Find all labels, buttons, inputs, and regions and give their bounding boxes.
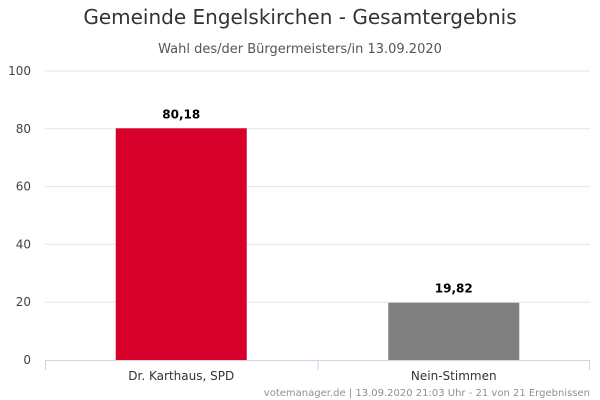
x-category-label: Nein-Stimmen <box>411 369 497 383</box>
chart-title: Gemeinde Engelskirchen - Gesamtergebnis <box>83 5 516 29</box>
x-axis: Dr. Karthaus, SPD Nein-Stimmen <box>45 360 590 383</box>
bars <box>115 128 520 360</box>
y-tick-label: 80 <box>16 122 31 136</box>
x-category-label: Dr. Karthaus, SPD <box>128 369 234 383</box>
bar <box>115 128 247 360</box>
data-label: 19,82 <box>435 282 473 296</box>
y-tick-label: 100 <box>8 64 31 78</box>
y-tick-label: 60 <box>16 180 31 194</box>
bar <box>388 302 520 360</box>
chart-credit: votemanager.de | 13.09.2020 21:03 Uhr - … <box>264 388 590 399</box>
data-labels: 80,18 19,82 <box>162 107 472 295</box>
y-tick-label: 20 <box>16 295 31 309</box>
chart-subtitle: Wahl des/der Bürgermeisters/in 13.09.202… <box>158 42 442 57</box>
data-label: 80,18 <box>162 107 200 121</box>
y-axis-ticks: 0 20 40 60 80 100 <box>8 64 31 367</box>
y-tick-label: 40 <box>16 237 31 251</box>
y-tick-label: 0 <box>23 353 31 367</box>
